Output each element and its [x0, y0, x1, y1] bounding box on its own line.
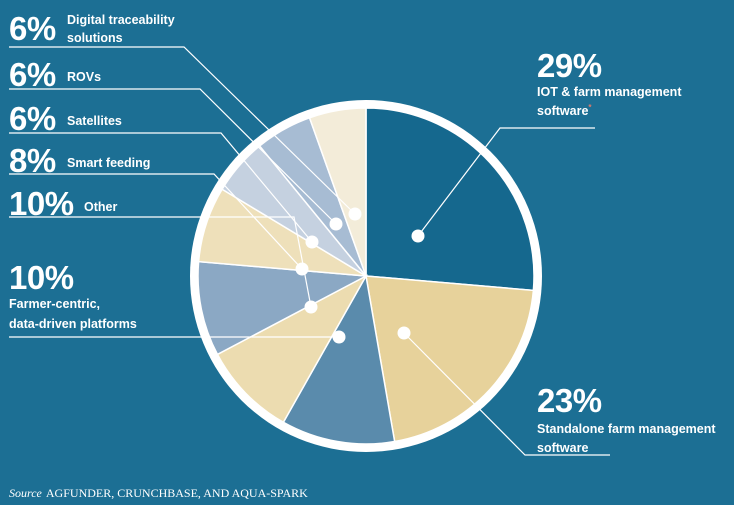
label-value-digital: 6%	[9, 10, 56, 47]
label-rovs: ROVs	[67, 70, 101, 84]
leader-line-0	[417, 127, 595, 237]
leader-line-1	[403, 332, 610, 456]
leader-line-6	[9, 132, 313, 243]
leader-line-5	[9, 173, 303, 270]
label-farmer-line1: Farmer-centric,	[9, 297, 100, 311]
leader-dot-0	[411, 229, 425, 243]
source-text: AGFUNDER, CRUNCHBASE, AND AQUA-SPARK	[46, 486, 308, 500]
label-value-iot: 29%	[537, 47, 602, 84]
leader-line-7	[9, 88, 337, 225]
label-value-rovs: 6%	[9, 56, 56, 93]
leader-line-8	[9, 46, 356, 215]
source-line: Source AGFUNDER, CRUNCHBASE, AND AQUA-SPA…	[9, 486, 308, 500]
leader-dot-8	[348, 207, 362, 221]
label-iot-line2: software*	[537, 103, 592, 118]
source-prefix: Source	[9, 486, 43, 500]
pie-slice-8	[308, 107, 367, 277]
leader-lines	[9, 46, 610, 456]
label-digital-line1: Digital traceability	[67, 13, 175, 27]
pie-chart	[190, 100, 542, 452]
leader-dot-4	[304, 300, 318, 314]
leader-dot-5	[295, 262, 309, 276]
label-satellites: Satellites	[67, 114, 122, 128]
footnote-mark: *	[588, 103, 592, 112]
pie-slice-4	[197, 260, 369, 356]
leader-dot-3	[332, 330, 346, 344]
label-value-standalone: 23%	[537, 382, 602, 419]
label-value-smart-feeding: 8%	[9, 142, 56, 179]
label-digital-line2: solutions	[67, 31, 123, 45]
label-farmer-line2: data-driven platforms	[9, 317, 137, 331]
pie-slice-0	[365, 107, 535, 292]
label-smart-feeding: Smart feeding	[67, 156, 150, 170]
pie-slice-1	[365, 275, 535, 443]
label-value-other: 10%	[9, 185, 74, 222]
label-value-farmer-centric: 10%	[9, 259, 74, 296]
label-standalone-line2: software	[537, 441, 588, 455]
leader-dot-1	[397, 326, 411, 340]
leader-line-4	[9, 216, 312, 308]
pie-slice-3	[216, 274, 368, 424]
leader-dot-7	[329, 217, 343, 231]
label-value-satellites: 6%	[9, 100, 56, 137]
label-standalone-line1: Standalone farm management	[537, 422, 716, 436]
pie-slice-2	[282, 273, 396, 445]
leader-dot-6	[305, 235, 319, 249]
label-other: Other	[84, 200, 117, 214]
label-iot-line2-text: software	[537, 104, 588, 118]
label-iot-line1: IOT & farm management	[537, 85, 682, 99]
